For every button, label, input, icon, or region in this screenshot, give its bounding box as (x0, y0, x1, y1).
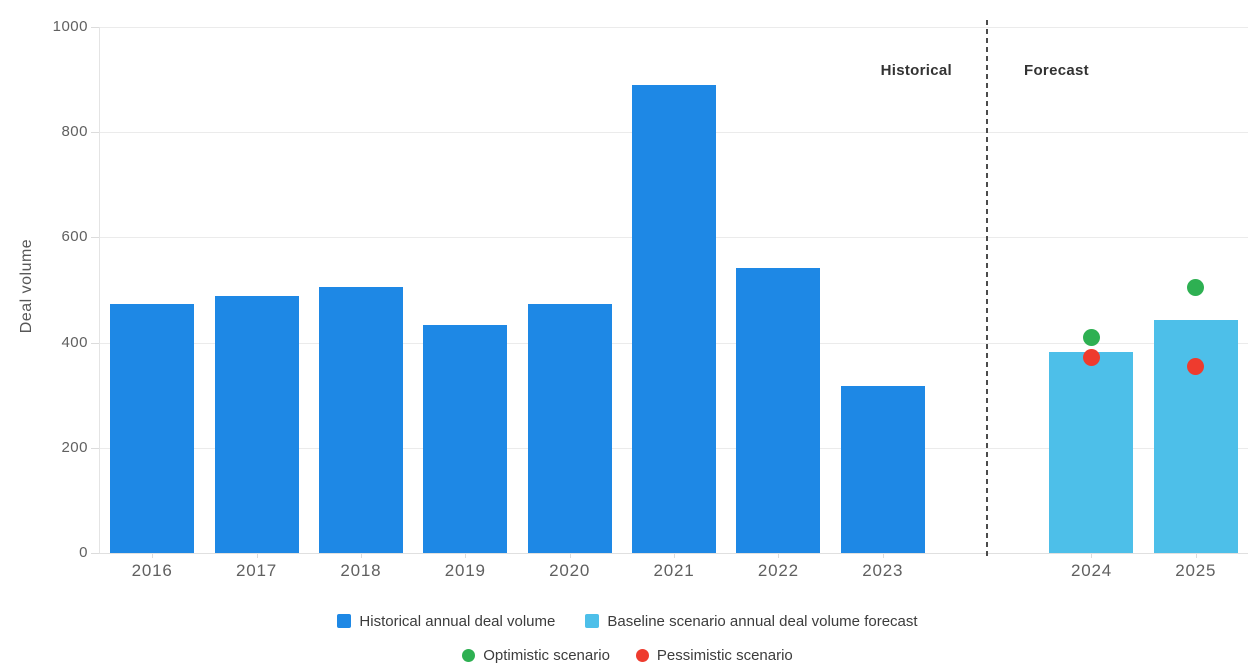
gridline-1000 (100, 27, 1248, 28)
y-tick-mark-600 (91, 237, 99, 239)
x-tick-label-2018: 2018 (340, 561, 382, 580)
x-tick-label-2021: 2021 (653, 561, 695, 580)
y-tick-mark-200 (91, 447, 99, 449)
bar-2022[interactable] (736, 268, 821, 553)
legend-label: Pessimistic scenario (656, 646, 793, 664)
y-axis-line (99, 27, 100, 553)
y-tick-label-1000: 1000 (52, 18, 88, 35)
plot-area: Historical Forecast (99, 20, 1248, 557)
bar-2024[interactable] (1049, 352, 1134, 553)
forecast-region-label: Forecast (1024, 62, 1089, 79)
legend-item-pessimistic-scenario[interactable]: Pessimistic scenario (635, 646, 793, 664)
x-tick-mark-2024 (1091, 553, 1093, 558)
legend-item-optimistic-scenario[interactable]: Optimistic scenario (462, 647, 610, 664)
forecast-separator-dashed-line (986, 20, 989, 557)
x-tick-mark-2017 (256, 553, 258, 558)
bar-2016[interactable] (110, 303, 195, 553)
y-tick-label-400: 400 (61, 333, 88, 351)
legend-row-bars: Historical annual deal volume Baseline sc… (0, 611, 1255, 631)
x-tick-label-2019: 2019 (444, 561, 486, 580)
x-tick-mark-2019 (465, 553, 467, 558)
x-tick-label-2025: 2025 (1175, 561, 1217, 580)
bar-2019[interactable] (423, 324, 508, 553)
x-tick-mark-2020 (569, 553, 571, 558)
y-tick-label-200: 200 (61, 438, 88, 456)
x-tick-mark-2018 (360, 553, 362, 558)
legend-circle-icon (462, 648, 476, 662)
optimistic-dot-2024[interactable] (1082, 328, 1100, 346)
x-tick-mark-2025 (1195, 553, 1197, 558)
bar-2017[interactable] (214, 296, 299, 553)
bar-2020[interactable] (527, 304, 612, 553)
optimistic-dot-2025[interactable] (1187, 278, 1205, 296)
y-tick-mark-0 (91, 553, 99, 554)
x-tick-label-2020: 2020 (549, 561, 591, 580)
legend-square-icon (337, 614, 352, 628)
bar-2025[interactable] (1153, 319, 1238, 553)
legend-label: Optimistic scenario (483, 646, 610, 664)
x-tick-label-2024: 2024 (1070, 561, 1112, 580)
y-tick-mark-1000 (91, 27, 99, 28)
y-tick-mark-800 (91, 132, 99, 134)
pessimistic-dot-2024[interactable] (1082, 349, 1100, 367)
y-tick-label-0: 0 (79, 544, 88, 561)
legend-item-baseline-scenario-annual-deal-volume-forecast[interactable]: Baseline scenario annual deal volume for… (585, 612, 918, 630)
bar-2018[interactable] (318, 286, 403, 553)
x-tick-mark-2016 (152, 553, 154, 558)
legend-label: Baseline scenario annual deal volume for… (607, 612, 918, 630)
y-tick-mark-400 (91, 342, 99, 344)
legend-row-scatter: Optimistic scenario Pessimistic scenario (0, 645, 1255, 665)
pessimistic-dot-2025[interactable] (1187, 358, 1205, 376)
x-tick-mark-2021 (674, 553, 675, 558)
x-tick-mark-2022 (778, 553, 780, 558)
x-tick-label-2023: 2023 (862, 561, 904, 580)
y-tick-label-800: 800 (61, 123, 88, 141)
x-tick-label-2022: 2022 (757, 561, 799, 580)
x-tick-mark-2023 (882, 553, 884, 558)
legend-square-icon (585, 614, 600, 628)
legend-label: Historical annual deal volume (359, 612, 556, 630)
bar-2021[interactable] (632, 84, 716, 553)
legend-circle-icon (635, 648, 649, 662)
y-tick-label-600: 600 (61, 228, 88, 246)
x-tick-label-2016: 2016 (131, 561, 173, 580)
x-tick-label-2017: 2017 (236, 561, 278, 580)
x-axis-line (99, 553, 1248, 554)
bar-2023[interactable] (840, 386, 925, 553)
legend-item-historical-annual-deal-volume[interactable]: Historical annual deal volume (337, 613, 555, 630)
historical-region-label: Historical (880, 62, 952, 79)
